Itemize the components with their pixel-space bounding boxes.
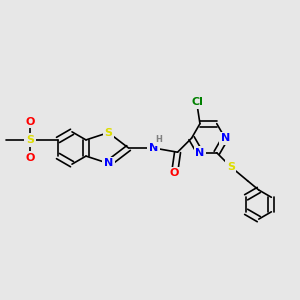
Text: H: H [155, 136, 162, 145]
Text: N: N [104, 158, 113, 168]
Text: S: S [227, 162, 235, 172]
Text: O: O [25, 153, 35, 163]
Text: N: N [220, 133, 230, 143]
Text: O: O [25, 117, 35, 127]
Text: S: S [104, 128, 112, 138]
Text: Cl: Cl [191, 97, 203, 107]
Text: N: N [149, 143, 158, 153]
Text: S: S [26, 135, 34, 145]
Text: O: O [170, 168, 179, 178]
Text: N: N [195, 148, 205, 158]
